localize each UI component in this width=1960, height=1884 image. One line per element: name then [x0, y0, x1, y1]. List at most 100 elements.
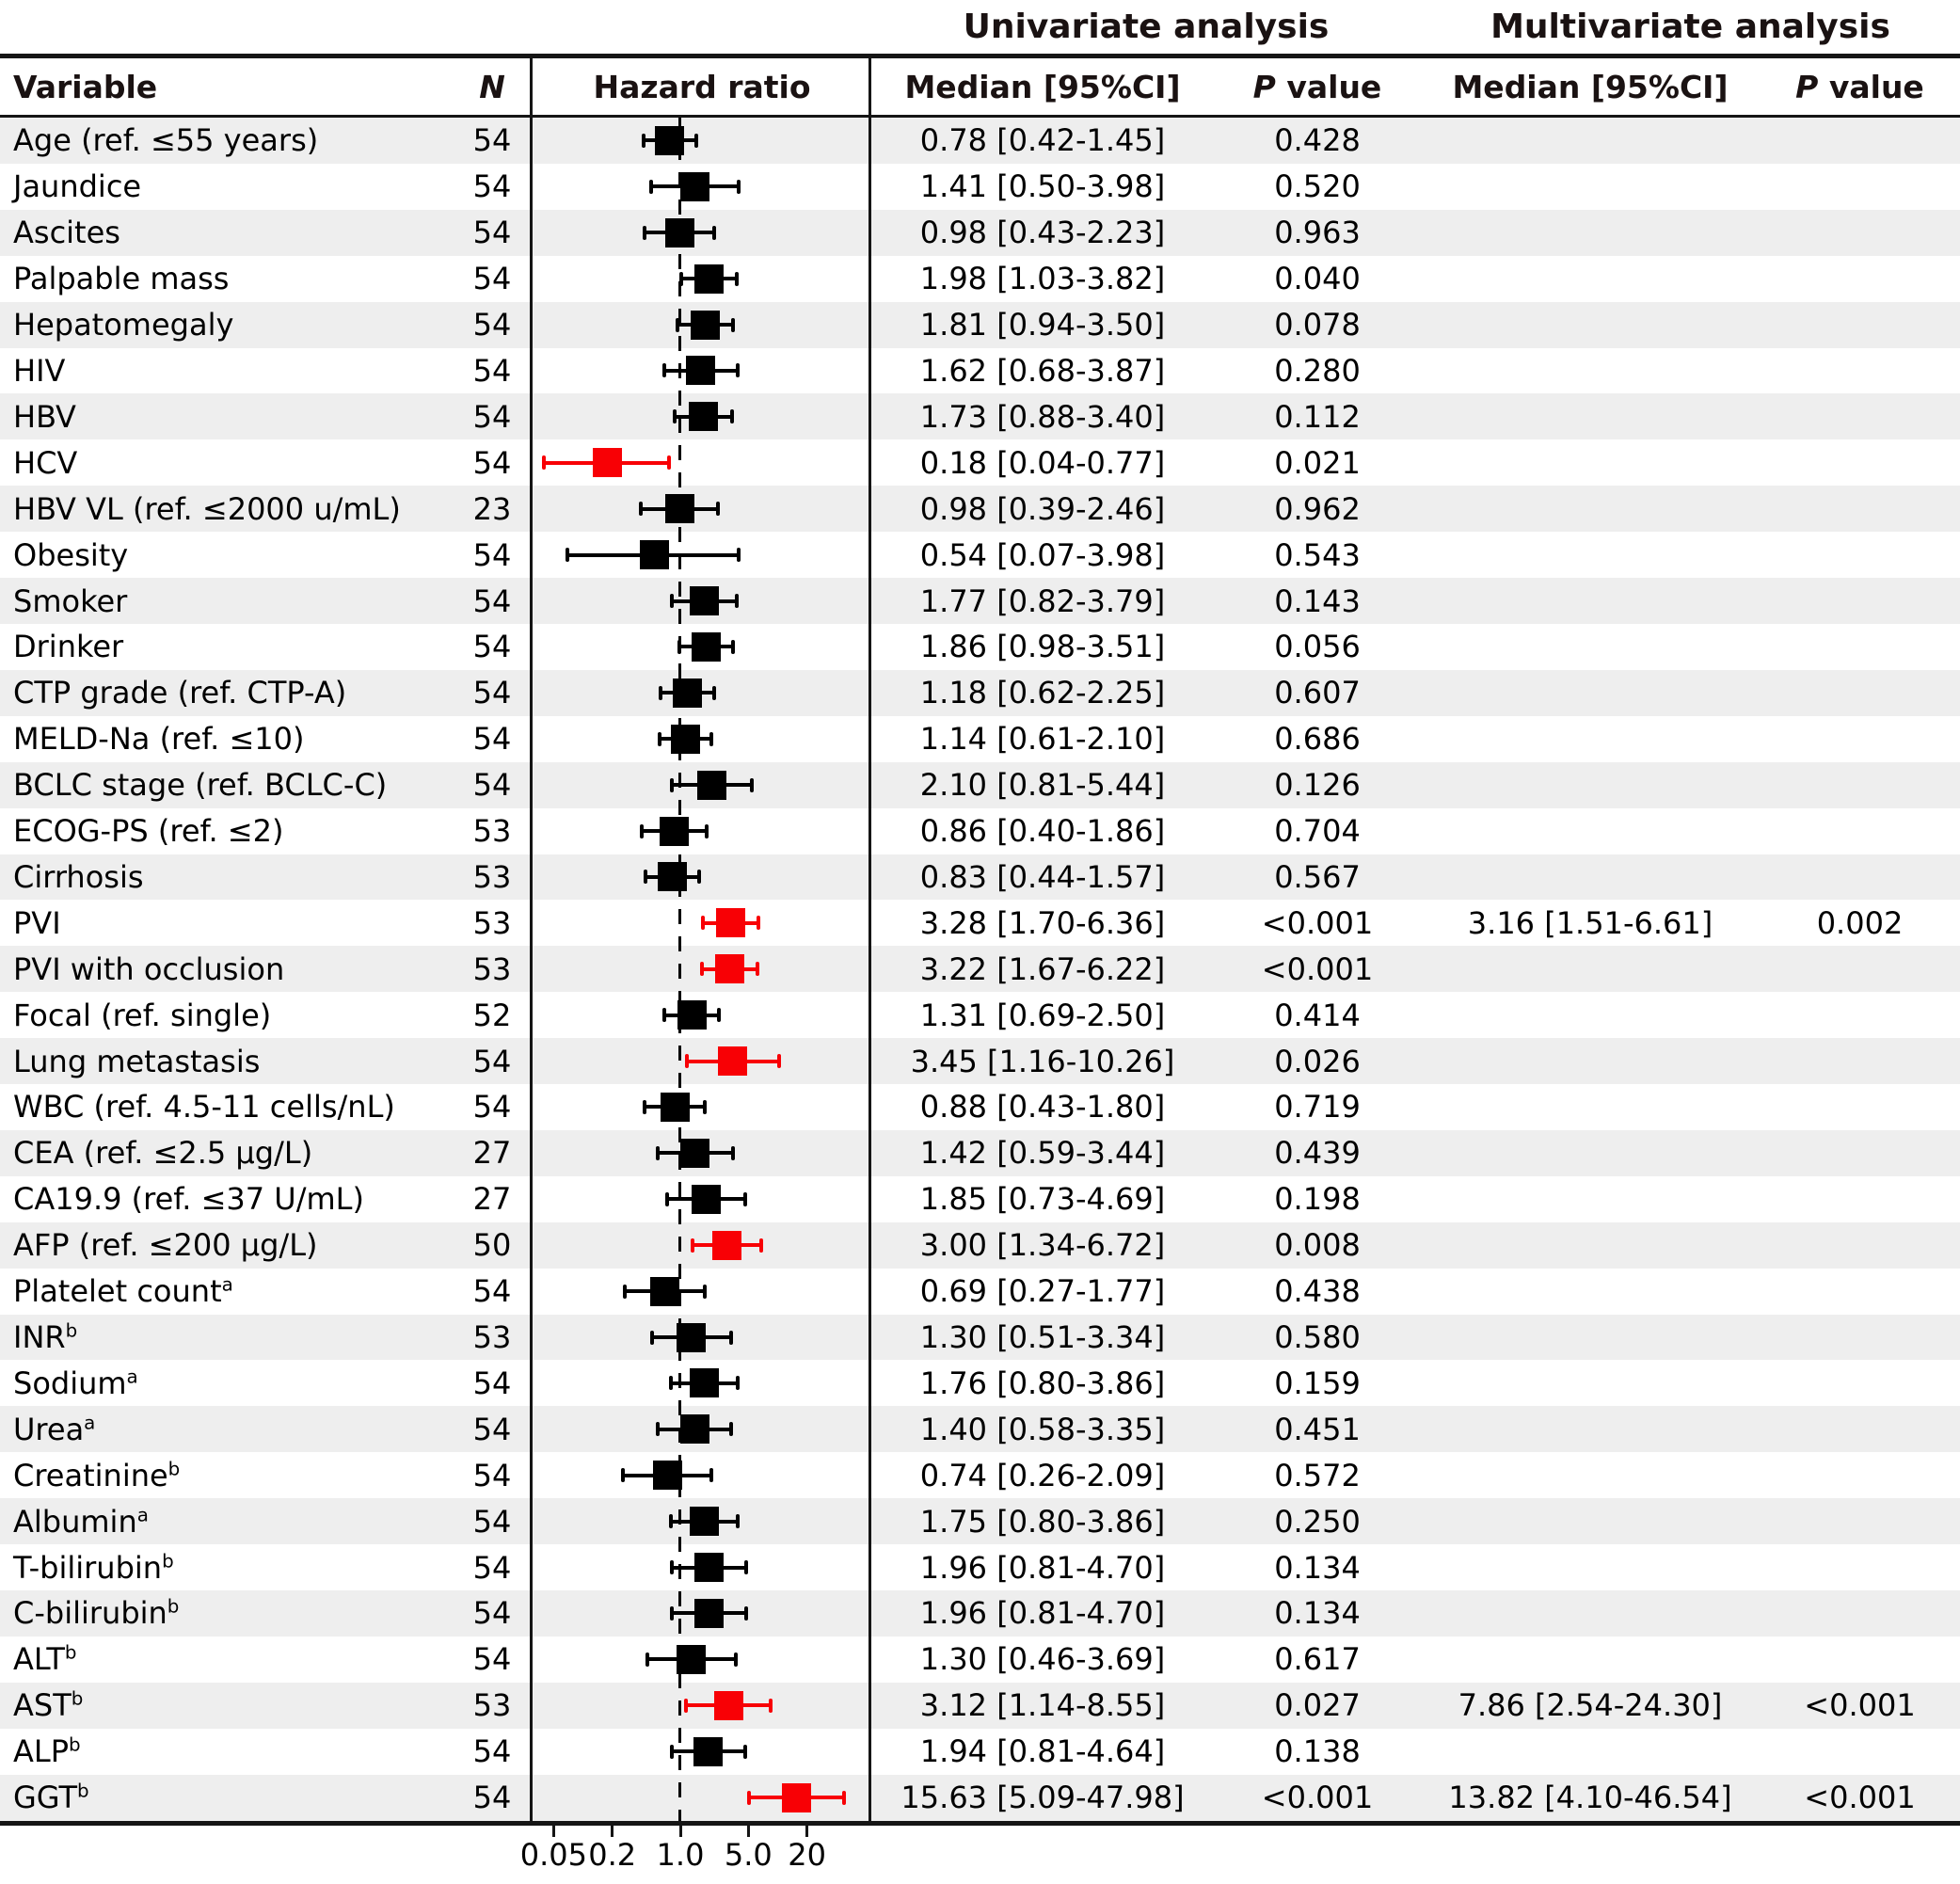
- axis-tick: [746, 1826, 750, 1837]
- table-row: HIV 54 1.62 [0.68-3.87] 0.280: [0, 348, 1960, 394]
- variable-cell: Albumina: [0, 1504, 452, 1540]
- variable-label: HIV: [13, 352, 66, 389]
- table-row: Jaundice 54 1.41 [0.50-3.98] 0.520: [0, 164, 1960, 210]
- univariate-p-value: 0.704: [1274, 813, 1361, 850]
- univariate-median-value: 3.28 [1.70-6.36]: [919, 904, 1166, 941]
- variable-label: Hepatomegaly: [13, 307, 234, 343]
- multivariate-median-value: 7.86 [2.54-24.30]: [1458, 1687, 1723, 1724]
- hr-square-marker: [693, 1736, 724, 1766]
- variable-cell: C-bilirubinb: [0, 1595, 452, 1631]
- univariate-median-value: 3.00 [1.34-6.72]: [919, 1227, 1166, 1264]
- header-variable: Variable: [13, 68, 158, 105]
- variable-label: Smoker: [13, 583, 128, 619]
- n-value: 54: [472, 352, 512, 389]
- univariate-median-value: 1.86 [0.98-3.51]: [919, 629, 1166, 665]
- variable-label: Obesity: [13, 536, 129, 573]
- variable-cell: HBV VL (ref. ≤2000 u/mL): [0, 491, 452, 527]
- variable-label: Creatinine: [13, 1457, 168, 1493]
- univariate-p-value: <0.001: [1261, 950, 1374, 987]
- hr-square-marker: [659, 816, 689, 846]
- variable-superscript: b: [71, 1687, 84, 1710]
- n-value: 53: [472, 1687, 512, 1724]
- variable-cell: GGTb: [0, 1780, 452, 1815]
- ci-cap-right: [742, 1744, 747, 1759]
- table-row: HCV 54 0.18 [0.04-0.77] 0.021: [0, 439, 1960, 486]
- ci-cap-left: [691, 1237, 695, 1253]
- ci-cap-left: [669, 1560, 674, 1575]
- variable-label: AST: [13, 1687, 72, 1724]
- variable-cell: Age (ref. ≤55 years): [0, 122, 452, 158]
- variable-superscript: b: [65, 1319, 78, 1342]
- hr-square-marker: [677, 1644, 707, 1674]
- univariate-median-value: 0.74 [0.26-2.09]: [919, 1457, 1166, 1493]
- variable-cell: Ascites: [0, 215, 452, 250]
- n-value: 54: [472, 583, 512, 619]
- variable-cell: MELD-Na (ref. ≤10): [0, 721, 452, 757]
- n-value: 54: [472, 675, 512, 711]
- univariate-p-value: <0.001: [1261, 1780, 1374, 1816]
- table-row: MELD-Na (ref. ≤10) 54 1.14 [0.61-2.10] 0…: [0, 716, 1960, 762]
- univariate-p-value: 0.027: [1274, 1687, 1361, 1724]
- univariate-median-value: 1.77 [0.82-3.79]: [919, 583, 1166, 619]
- ci-cap-right: [735, 363, 740, 378]
- univariate-p-value: 0.040: [1274, 261, 1361, 297]
- n-value: 53: [472, 813, 512, 850]
- univariate-median-value: 1.81 [0.94-3.50]: [919, 307, 1166, 343]
- variable-label: Lung metastasis: [13, 1043, 261, 1079]
- header-hazard-ratio: Hazard ratio: [593, 68, 811, 105]
- univariate-median-value: 1.30 [0.46-3.69]: [919, 1641, 1166, 1678]
- ci-cap-right: [756, 962, 760, 977]
- n-value: 53: [472, 950, 512, 987]
- univariate-median-value: 1.73 [0.88-3.40]: [919, 398, 1166, 435]
- ci-cap-left: [542, 455, 547, 471]
- variable-cell: Ureaa: [0, 1412, 452, 1447]
- ci-cap-right: [757, 916, 761, 931]
- univariate-median-value: 1.42 [0.59-3.44]: [919, 1135, 1166, 1172]
- table-row: Sodiuma 54 1.76 [0.80-3.86] 0.159: [0, 1360, 1960, 1406]
- univariate-p-value: 0.021: [1274, 444, 1361, 481]
- table-row: ALPb 54 1.94 [0.81-4.64] 0.138: [0, 1729, 1960, 1775]
- variable-superscript: b: [162, 1549, 174, 1572]
- variable-label: ALP: [13, 1733, 70, 1770]
- hr-square-marker: [691, 310, 721, 340]
- univariate-p-value: 0.686: [1274, 721, 1361, 758]
- hr-square-marker: [689, 402, 719, 432]
- header-multivariate-p-value: P value: [1760, 69, 1960, 105]
- hr-square-marker: [689, 1368, 719, 1398]
- variable-label: Palpable mass: [13, 261, 230, 297]
- ci-cap-left: [668, 1376, 673, 1391]
- variable-superscript: a: [126, 1365, 138, 1388]
- univariate-median-value: 1.98 [1.03-3.82]: [919, 261, 1166, 297]
- n-value: 27: [472, 1135, 512, 1172]
- univariate-p-value: 0.439: [1274, 1135, 1361, 1172]
- variable-label: BCLC stage (ref. BCLC-C): [13, 767, 388, 804]
- table-row: Lung metastasis 54 3.45 [1.16-10.26] 0.0…: [0, 1038, 1960, 1085]
- variable-label: CTP grade (ref. CTP-A): [13, 675, 347, 711]
- univariate-median-value: 1.96 [0.81-4.70]: [919, 1595, 1166, 1632]
- variable-cell: Creatinineb: [0, 1458, 452, 1493]
- n-value: 52: [472, 997, 512, 1033]
- axis-tick-label: 20: [788, 1837, 827, 1873]
- table-row: Hepatomegaly 54 1.81 [0.94-3.50] 0.078: [0, 301, 1960, 348]
- variable-label: ECOG-PS (ref. ≤2): [13, 813, 284, 850]
- table-row: HBV 54 1.73 [0.88-3.40] 0.112: [0, 393, 1960, 440]
- n-value: 54: [472, 767, 512, 804]
- variable-cell: AFP (ref. ≤200 µg/L): [0, 1227, 452, 1263]
- table-row: Ascites 54 0.98 [0.43-2.23] 0.963: [0, 209, 1960, 256]
- ci-cap-right: [733, 1652, 738, 1667]
- ci-cap-left: [649, 1330, 654, 1345]
- ci-cap-left: [645, 1652, 650, 1667]
- ci-cap-left: [656, 1145, 661, 1160]
- table-row: CTP grade (ref. CTP-A) 54 1.18 [0.62-2.2…: [0, 669, 1960, 716]
- univariate-p-value: 0.451: [1274, 1411, 1361, 1447]
- variable-cell: ECOG-PS (ref. ≤2): [0, 813, 452, 849]
- n-value: 54: [472, 629, 512, 665]
- hr-square-marker: [679, 1414, 709, 1445]
- variable-label: Focal (ref. single): [13, 997, 272, 1033]
- ci-cap-right: [750, 777, 755, 792]
- p-italic: P: [1795, 68, 1819, 105]
- hr-square-marker: [694, 263, 725, 294]
- ci-cap-left: [621, 1468, 626, 1483]
- header-n: N: [479, 68, 505, 105]
- variable-cell: HBV: [0, 399, 452, 435]
